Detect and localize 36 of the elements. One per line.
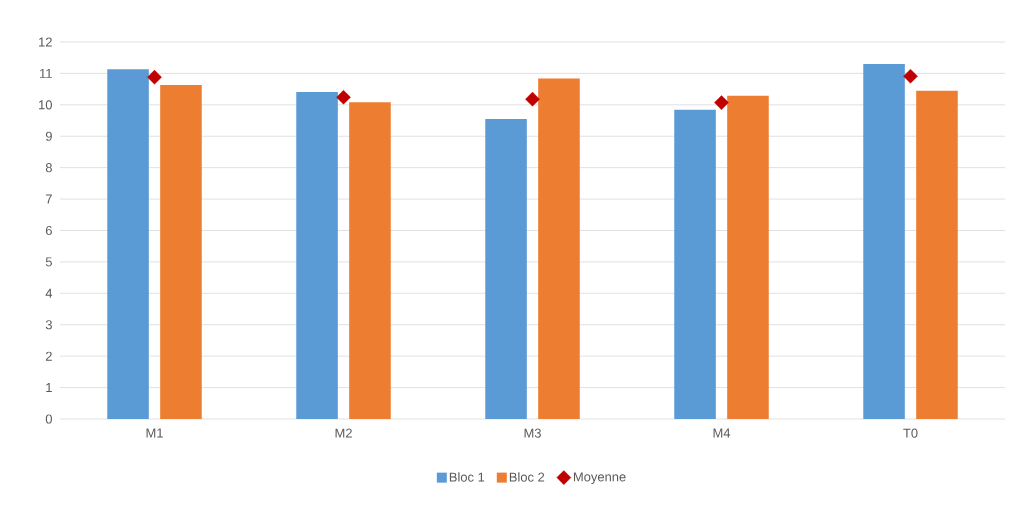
x-tick-label: M3 bbox=[524, 428, 541, 438]
bar bbox=[296, 91, 338, 419]
y-tick-label: 9 bbox=[45, 131, 52, 141]
bar bbox=[863, 63, 905, 419]
legend-label: Moyenne bbox=[573, 472, 626, 485]
point bbox=[336, 90, 351, 105]
point bbox=[714, 95, 729, 110]
y-tick-label: 10 bbox=[39, 100, 52, 110]
y-tick-label: 12 bbox=[39, 37, 52, 47]
y-tick-label: 1 bbox=[46, 383, 52, 393]
x-tick-label: M4 bbox=[713, 428, 731, 438]
point bbox=[903, 68, 918, 84]
y-tick-label: 2 bbox=[45, 351, 52, 361]
bar bbox=[916, 90, 958, 419]
y-tick-label: 6 bbox=[45, 225, 52, 236]
bar bbox=[538, 78, 580, 419]
bar bbox=[674, 109, 716, 419]
bar bbox=[107, 69, 149, 419]
y-tick-label: 4 bbox=[45, 288, 53, 298]
bar bbox=[349, 102, 391, 419]
point bbox=[525, 91, 540, 107]
legend-label: Bloc 1 bbox=[449, 472, 485, 482]
x-tick-label: M1 bbox=[146, 428, 163, 438]
legend-label: Bloc 2 bbox=[509, 472, 545, 482]
x-tick-label: M2 bbox=[335, 428, 352, 438]
y-tick-label: 3 bbox=[45, 320, 52, 330]
bar bbox=[485, 118, 527, 419]
bar bbox=[727, 95, 769, 419]
x-tick-label: T0 bbox=[903, 428, 918, 438]
y-tick-label: 7 bbox=[45, 194, 52, 204]
y-tick-label: 5 bbox=[45, 257, 52, 267]
y-tick-label: 0 bbox=[45, 414, 52, 424]
y-tick-label: 8 bbox=[45, 163, 52, 173]
y-tick-label: 11 bbox=[40, 68, 52, 78]
point bbox=[147, 69, 162, 85]
bar bbox=[160, 85, 202, 419]
